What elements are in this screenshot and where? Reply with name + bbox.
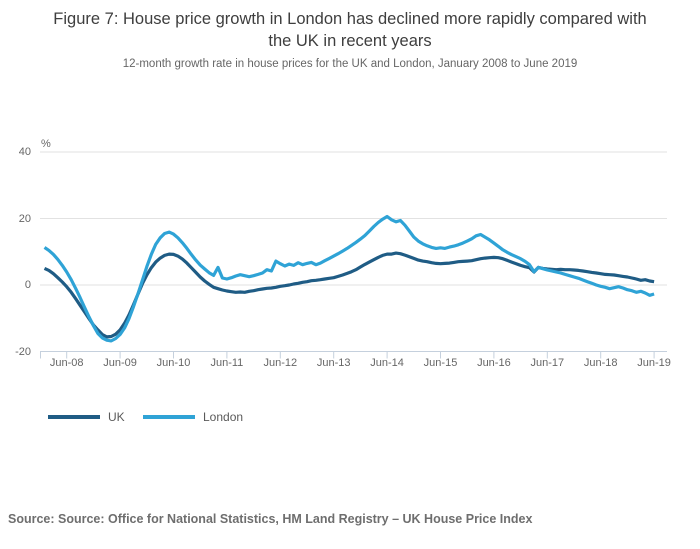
uk-line: [43, 251, 655, 339]
legend-item-uk: UK: [48, 408, 125, 426]
x-axis-tick-label: Jun-12: [263, 357, 298, 369]
source-text: Source: Source: Office for National Stat…: [8, 512, 533, 526]
chart-subtitle: 12-month growth rate in house prices for…: [122, 58, 578, 70]
chart-legend: UK London: [0, 408, 700, 426]
x-axis-tick-label: Jun-18: [583, 357, 618, 369]
x-axis-tick-label: Jun-16: [477, 357, 511, 369]
y-axis-tick-label: 40: [18, 146, 31, 158]
x-axis-tick-label: Jun-13: [316, 357, 351, 369]
x-axis-tick-label: Jun-11: [210, 357, 244, 369]
x-axis-tick-label: Jun-14: [370, 357, 404, 369]
line-chart-svg: [40, 151, 667, 359]
london-line-swatch: [143, 415, 195, 419]
y-axis-unit-label: %: [41, 138, 51, 150]
x-axis-tick-label: Jun-19: [637, 357, 671, 369]
y-axis-tick-label: -20: [15, 345, 31, 358]
legend-label-uk: UK: [108, 410, 125, 424]
legend-item-london: London: [143, 408, 243, 426]
x-axis-tick-label: Jun-08: [49, 357, 84, 369]
uk-line-swatch: [48, 415, 100, 419]
y-axis-tick-label: 20: [18, 212, 31, 225]
x-axis-tick-label: Jun-15: [423, 357, 458, 369]
x-axis-tick-label: Jun-17: [530, 357, 565, 369]
x-axis-tick-label: Jun-09: [103, 357, 137, 369]
london-line: [43, 214, 655, 343]
y-axis-tick-label: 0: [24, 279, 31, 291]
x-axis-tick-label: Jun-10: [156, 357, 191, 369]
line-chart-area: % 40 20 0 -20 Jun-08 Jun-09 Jun-10 Jun-11 Jun-12…: [0, 130, 700, 380]
chart-title: Figure 7: House price growth in London h…: [53, 10, 647, 50]
legend-label-london: London: [203, 410, 244, 424]
